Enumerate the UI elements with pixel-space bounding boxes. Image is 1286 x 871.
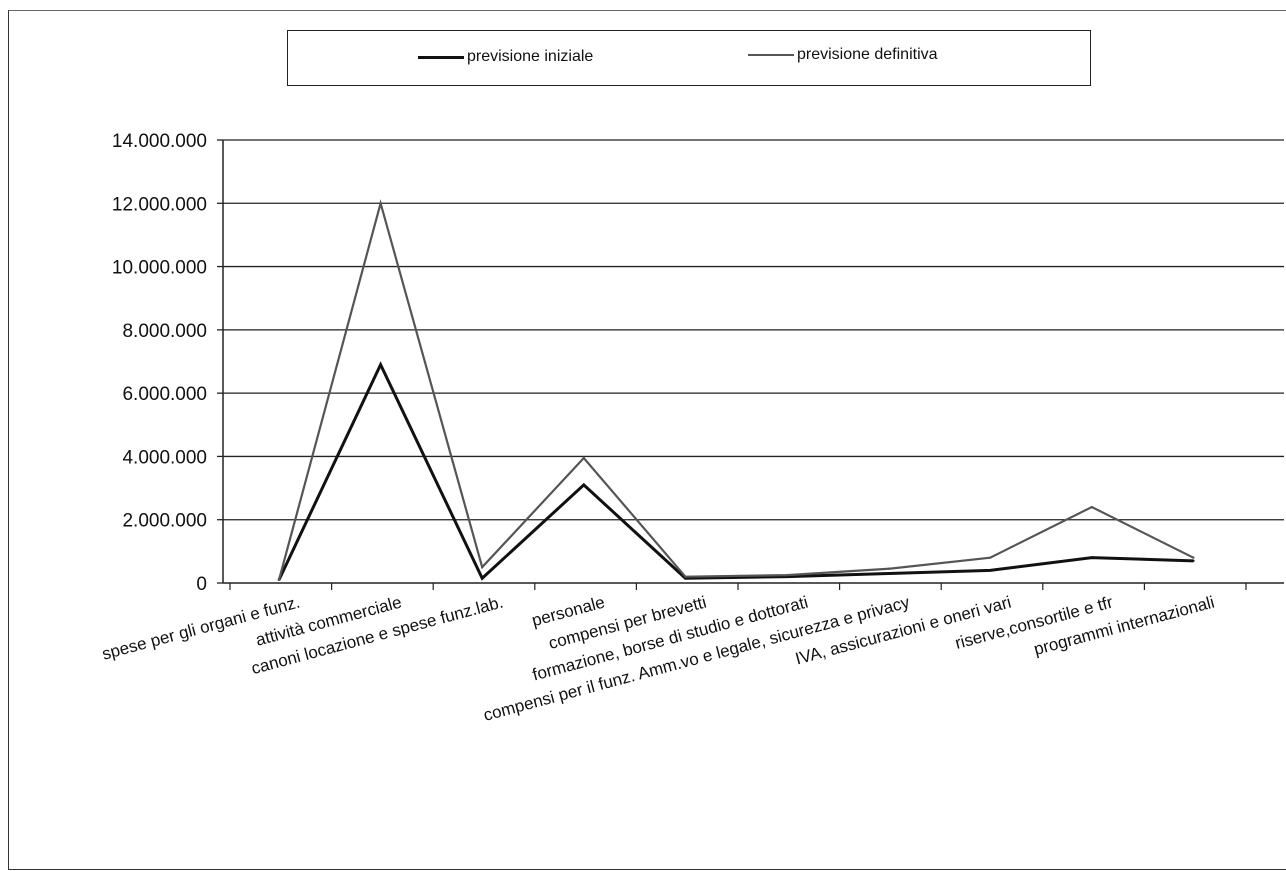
data-point-definitiva xyxy=(582,456,585,460)
y-tick-label: 12.000.000 xyxy=(112,194,207,215)
data-point-iniziale xyxy=(1090,556,1094,559)
y-tick-label: 0 xyxy=(196,574,207,595)
data-point-definitiva xyxy=(379,202,382,205)
series-line-definitiva xyxy=(277,199,1194,581)
legend-swatch-definitiva xyxy=(748,54,794,56)
data-point-iniziale xyxy=(582,483,585,487)
legend-swatch-iniziale xyxy=(418,55,464,59)
legend-item-definitiva: previsione definitiva xyxy=(748,46,938,64)
legend-item-iniziale: previsione iniziale xyxy=(418,48,593,66)
y-tick-label: 14.000.000 xyxy=(112,131,207,152)
data-point-iniziale xyxy=(887,572,890,575)
legend-label-definitiva: previsione definitiva xyxy=(797,46,938,63)
data-point-definitiva xyxy=(684,575,687,578)
data-point-iniziale xyxy=(1192,559,1195,563)
data-point-iniziale xyxy=(481,577,484,580)
legend-label-iniziale: previsione iniziale xyxy=(467,48,594,65)
y-tick-label: 6.000.000 xyxy=(122,384,207,405)
y-tick-label: 4.000.000 xyxy=(122,447,207,468)
data-point-definitiva xyxy=(277,578,281,582)
data-point-definitiva xyxy=(887,567,890,570)
data-point-definitiva xyxy=(989,556,992,559)
y-tick-label: 10.000.000 xyxy=(112,258,207,279)
data-point-definitiva xyxy=(1090,505,1094,509)
x-tick-label: programmi internazionali xyxy=(1032,593,1217,660)
data-point-definitiva xyxy=(1192,556,1195,559)
y-tick-label: 2.000.000 xyxy=(122,511,207,532)
chart-frame xyxy=(8,10,1286,870)
data-point-definitiva xyxy=(481,565,484,569)
data-point-definitiva xyxy=(785,573,789,577)
y-tick-label: 8.000.000 xyxy=(122,321,207,342)
data-point-iniziale xyxy=(379,363,382,366)
data-point-iniziale xyxy=(989,569,992,572)
series-line-iniziale xyxy=(277,361,1194,581)
chart-legend: previsione iniziale previsione definitiv… xyxy=(287,30,1091,86)
